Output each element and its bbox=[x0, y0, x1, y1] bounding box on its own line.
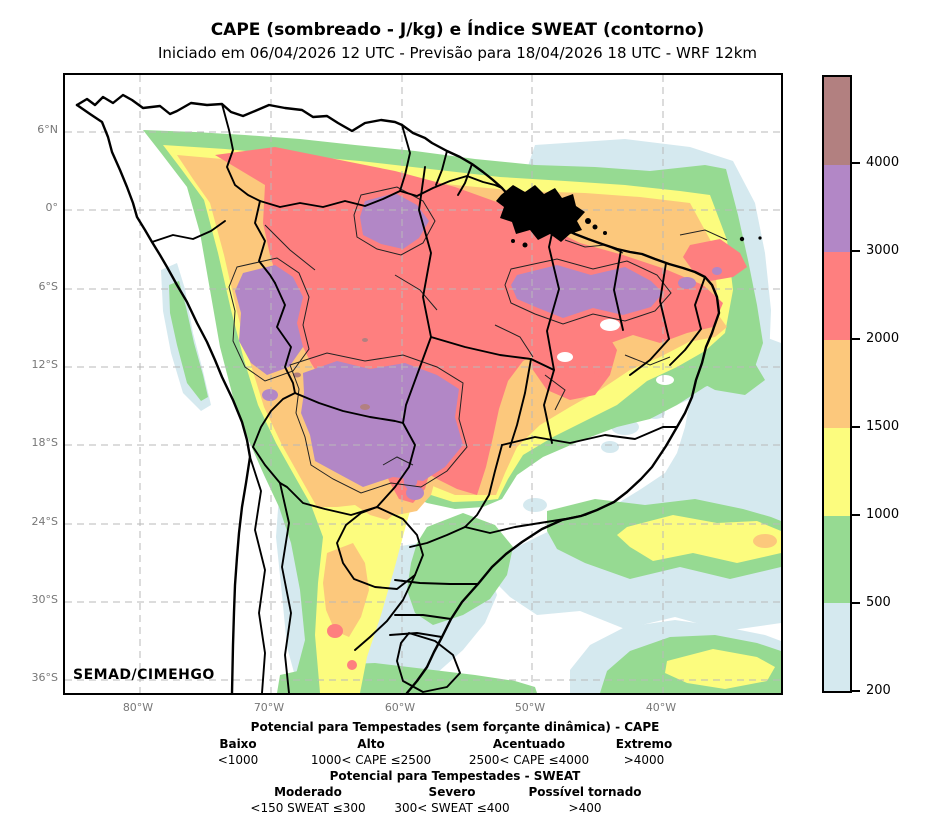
colorbar-tick bbox=[852, 426, 860, 428]
y-tick-label: 12°S bbox=[31, 358, 58, 371]
y-tick-label: 6°N bbox=[37, 123, 58, 136]
colorbar-tick-label: 1500 bbox=[866, 419, 900, 434]
colorbar-segment bbox=[824, 603, 850, 692]
graticule bbox=[65, 75, 781, 693]
map-canvas: SEMAD/CIMEHGO bbox=[63, 73, 783, 695]
colorbar-tick-label: 200 bbox=[866, 683, 891, 698]
y-tick-label: 30°S bbox=[31, 593, 58, 606]
colorbar-tick bbox=[852, 250, 860, 252]
colorbar-segment bbox=[824, 515, 850, 604]
y-tick-label: 18°S bbox=[31, 436, 58, 449]
legend-sweat-category: Severo bbox=[428, 785, 476, 799]
cape-sweat-map bbox=[65, 75, 781, 693]
y-tick-label: 36°S bbox=[31, 671, 58, 684]
legend-cape-category: Acentuado bbox=[492, 737, 566, 751]
colorbar-segment bbox=[824, 77, 850, 165]
x-tick-label: 60°W bbox=[384, 701, 416, 714]
colorbar-tick-label: 500 bbox=[866, 595, 891, 610]
colorbar-segment bbox=[824, 164, 850, 253]
legend-sweat-title: Potencial para Tempestades - SWEAT bbox=[329, 769, 581, 783]
x-tick-label: 80°W bbox=[122, 701, 154, 714]
legend-sweat-range: >400 bbox=[568, 801, 602, 815]
colorbar-tick-label: 3000 bbox=[866, 243, 900, 258]
x-tick-label: 70°W bbox=[253, 701, 285, 714]
colorbar-tick-label: 1000 bbox=[866, 507, 900, 522]
legend-cape-category: Baixo bbox=[219, 737, 257, 751]
legend-cape-range: 2500< CAPE ≤4000 bbox=[468, 753, 590, 767]
colorbar-tick bbox=[852, 162, 860, 164]
legend-sweat-category: Moderado bbox=[274, 785, 342, 799]
colorbar bbox=[822, 75, 852, 693]
legend-cape-title: Potencial para Tempestades (sem forçante… bbox=[250, 720, 660, 734]
colorbar-tick bbox=[852, 602, 860, 604]
colorbar-tick bbox=[852, 690, 860, 692]
country-state-borders bbox=[151, 103, 706, 693]
legend-cape-range: <1000 bbox=[217, 753, 259, 767]
y-tick-label: 24°S bbox=[31, 515, 58, 528]
legend-cape-range: 1000< CAPE ≤2500 bbox=[310, 753, 432, 767]
legend-cape-category: Extremo bbox=[615, 737, 673, 751]
colorbar-tick-label: 4000 bbox=[866, 155, 900, 170]
legend-sweat-range: <150 SWEAT ≤300 bbox=[250, 801, 366, 815]
colorbar-tick-label: 2000 bbox=[866, 331, 900, 346]
figure-subtitle: Iniciado em 06/04/2026 12 UTC - Previsão… bbox=[157, 44, 758, 62]
colorbar-tick bbox=[852, 338, 860, 340]
legend-cape-range: >4000 bbox=[623, 753, 665, 767]
colorbar-tick bbox=[852, 514, 860, 516]
colorbar-segment bbox=[824, 252, 850, 341]
y-tick-label: 0° bbox=[45, 201, 59, 214]
legend-sweat-category: Possível tornado bbox=[528, 785, 642, 799]
legend-cape-category: Alto bbox=[357, 737, 385, 751]
colorbar-segment bbox=[824, 427, 850, 516]
x-tick-label: 40°W bbox=[645, 701, 677, 714]
legend-sweat-range: 300< SWEAT ≤400 bbox=[394, 801, 510, 815]
watermark: SEMAD/CIMEHGO bbox=[73, 667, 215, 683]
colorbar-segment bbox=[824, 340, 850, 428]
x-tick-label: 50°W bbox=[514, 701, 546, 714]
y-tick-label: 6°S bbox=[38, 280, 58, 293]
figure-title: CAPE (sombreado - J/kg) e Índice SWEAT (… bbox=[210, 20, 705, 40]
